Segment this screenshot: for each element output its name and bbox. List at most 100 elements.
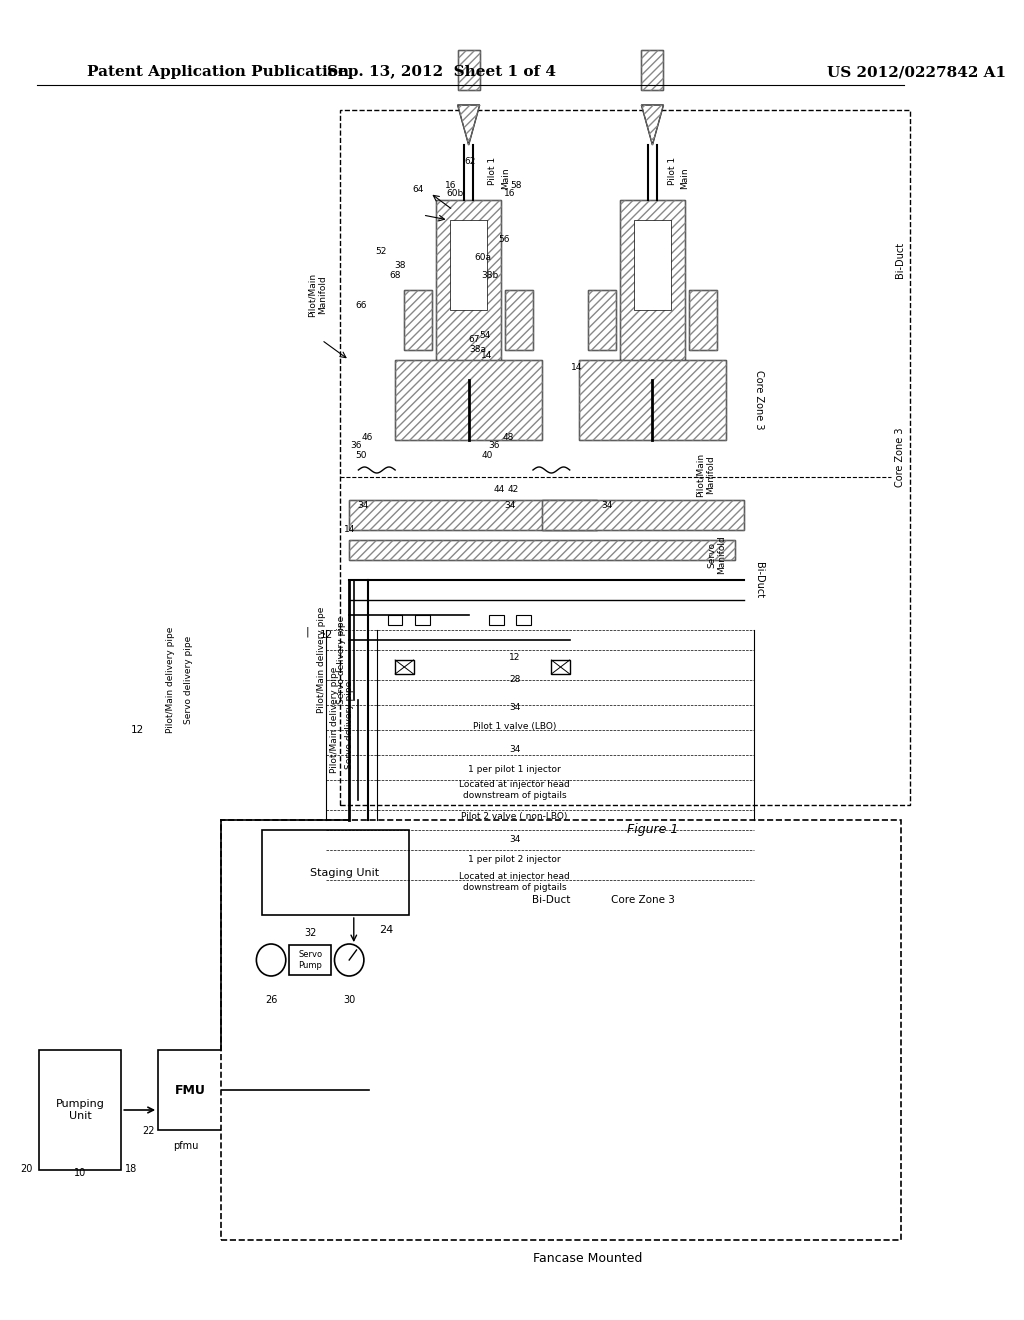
Text: Core Zone 3: Core Zone 3 <box>611 895 675 906</box>
Text: 36: 36 <box>488 441 500 450</box>
Text: Servo delivery pipe: Servo delivery pipe <box>184 636 193 725</box>
Text: Figure 1: Figure 1 <box>627 824 678 837</box>
Bar <box>436 201 501 380</box>
Bar <box>416 615 430 624</box>
Bar <box>551 660 569 675</box>
Text: Pilot/Main delivery pipe: Pilot/Main delivery pipe <box>166 627 174 733</box>
Text: 44: 44 <box>494 486 505 495</box>
Text: 34: 34 <box>509 702 520 711</box>
Text: Servo delivery pipe: Servo delivery pipe <box>345 681 353 770</box>
Text: 40: 40 <box>481 451 493 461</box>
Text: Core Zone 3: Core Zone 3 <box>754 370 764 430</box>
Text: Pilot 2 valve ( non-LBO): Pilot 2 valve ( non-LBO) <box>462 813 567 821</box>
Bar <box>588 290 615 350</box>
Text: Main: Main <box>680 168 689 189</box>
Text: 36: 36 <box>350 441 361 450</box>
Text: 16: 16 <box>444 181 456 190</box>
Text: 12: 12 <box>131 725 144 735</box>
Text: 34: 34 <box>509 836 520 845</box>
Text: 54: 54 <box>479 331 490 341</box>
Text: 10: 10 <box>74 1168 86 1177</box>
Bar <box>621 201 685 380</box>
Text: 62: 62 <box>465 157 476 166</box>
Text: Sep. 13, 2012  Sheet 1 of 4: Sep. 13, 2012 Sheet 1 of 4 <box>327 65 556 79</box>
Text: 38b: 38b <box>481 271 499 280</box>
Text: Fancase Mounted: Fancase Mounted <box>534 1251 643 1265</box>
Text: Located at injector head
downstream of pigtails: Located at injector head downstream of p… <box>459 780 570 800</box>
Text: Bi-Duct: Bi-Duct <box>532 895 570 906</box>
Text: 16: 16 <box>504 189 516 198</box>
Text: 38a: 38a <box>469 346 486 355</box>
Text: Servo
Pump: Servo Pump <box>298 950 323 970</box>
Text: Bi-Duct: Bi-Duct <box>895 242 905 279</box>
Bar <box>262 830 409 915</box>
Bar <box>488 615 504 624</box>
Bar <box>349 500 597 531</box>
Bar <box>404 290 432 350</box>
Text: Located at injector head
downstream of pigtails: Located at injector head downstream of p… <box>459 873 570 892</box>
Bar <box>506 290 532 350</box>
Text: FMU: FMU <box>175 1084 206 1097</box>
Text: Bi-Duct: Bi-Duct <box>754 562 764 598</box>
Text: 52: 52 <box>376 248 387 256</box>
Text: 34: 34 <box>357 500 369 510</box>
Text: 58: 58 <box>511 181 522 190</box>
Text: Pilot/Main
Manifold: Pilot/Main Manifold <box>696 453 716 498</box>
Text: US 2012/0227842 A1: US 2012/0227842 A1 <box>827 65 1007 79</box>
Polygon shape <box>641 106 664 145</box>
Text: Servo
Manifold: Servo Manifold <box>707 536 726 574</box>
Bar <box>689 290 717 350</box>
Bar <box>404 290 432 350</box>
Bar <box>158 1049 222 1130</box>
Text: |: | <box>306 627 309 638</box>
Text: Pilot/Main delivery pipe: Pilot/Main delivery pipe <box>330 667 339 774</box>
Text: 14: 14 <box>481 351 493 360</box>
Bar <box>458 50 479 90</box>
Bar <box>641 50 664 90</box>
Bar <box>349 540 735 560</box>
Circle shape <box>335 944 364 975</box>
Bar <box>621 201 685 380</box>
Text: 18: 18 <box>125 1164 137 1173</box>
Bar <box>542 500 744 531</box>
Text: 67: 67 <box>468 335 480 345</box>
Bar <box>506 290 532 350</box>
Text: 14: 14 <box>343 525 355 535</box>
Bar <box>634 220 671 310</box>
Bar <box>349 540 735 560</box>
Text: 28: 28 <box>509 676 520 685</box>
Text: 30: 30 <box>343 995 355 1005</box>
Text: 12: 12 <box>509 652 520 661</box>
Bar <box>516 615 531 624</box>
Text: 26: 26 <box>265 995 278 1005</box>
Text: 38: 38 <box>394 260 406 269</box>
Text: Pilot/Main delivery pipe: Pilot/Main delivery pipe <box>317 607 326 713</box>
Text: 60a: 60a <box>474 253 490 263</box>
Text: 34: 34 <box>509 746 520 755</box>
Text: Core Zone 3: Core Zone 3 <box>895 428 905 487</box>
Text: 1 per pilot 1 injector: 1 per pilot 1 injector <box>468 766 561 775</box>
Text: 20: 20 <box>20 1164 33 1173</box>
Text: 14: 14 <box>570 363 582 372</box>
Text: Pilot 1 valve (LBO): Pilot 1 valve (LBO) <box>473 722 556 731</box>
Text: 68: 68 <box>389 271 400 280</box>
Bar <box>579 360 726 440</box>
Text: Staging Unit: Staging Unit <box>310 867 379 878</box>
Polygon shape <box>458 106 479 145</box>
Bar <box>579 360 726 440</box>
Bar <box>395 360 542 440</box>
Bar <box>395 360 542 440</box>
Circle shape <box>256 944 286 975</box>
Text: 34: 34 <box>601 500 612 510</box>
Text: 66: 66 <box>355 301 367 309</box>
Bar <box>395 660 414 675</box>
Text: Pumping
Unit: Pumping Unit <box>55 1100 104 1121</box>
Text: Main: Main <box>501 168 510 189</box>
Text: 46: 46 <box>361 433 374 441</box>
Bar <box>588 290 615 350</box>
Bar <box>39 1049 121 1170</box>
Text: 60b: 60b <box>446 189 464 198</box>
Text: Servo delivery pipe: Servo delivery pipe <box>337 616 346 704</box>
Bar <box>689 290 717 350</box>
Text: 1 per pilot 2 injector: 1 per pilot 2 injector <box>468 855 561 865</box>
